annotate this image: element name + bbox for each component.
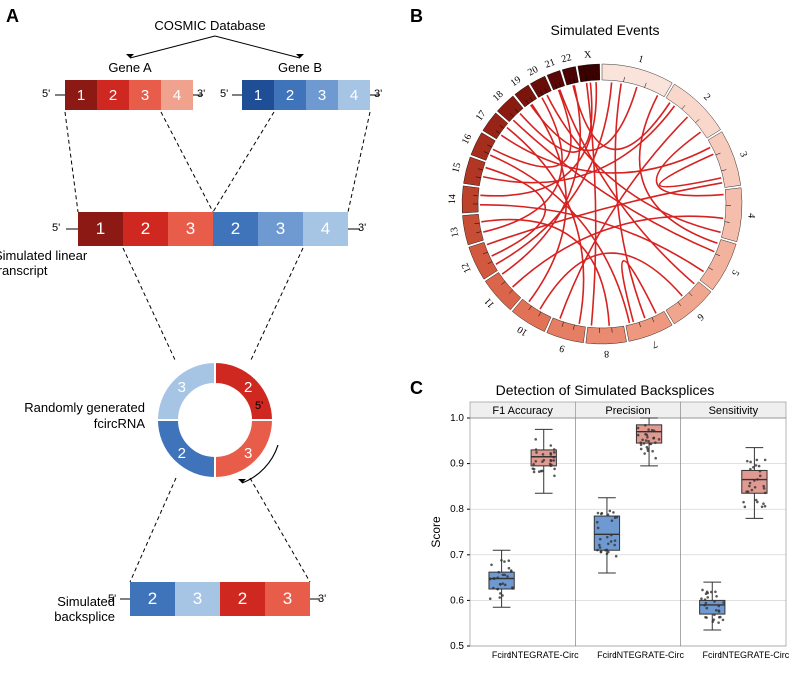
panel-b-label: B (410, 6, 423, 27)
svg-text:0.9: 0.9 (450, 459, 464, 470)
svg-text:19: 19 (509, 74, 524, 89)
svg-text:Score: Score (429, 516, 443, 548)
svg-text:Precision: Precision (605, 405, 650, 417)
svg-text:5: 5 (729, 268, 741, 277)
svg-text:10: 10 (515, 323, 529, 338)
svg-text:20: 20 (526, 64, 540, 78)
svg-text:0.7: 0.7 (450, 550, 464, 561)
svg-text:2: 2 (701, 92, 712, 103)
panel-c-label: C (410, 378, 423, 399)
svg-text:6: 6 (695, 311, 706, 323)
svg-text:0.5: 0.5 (450, 641, 464, 652)
svg-text:22: 22 (560, 52, 572, 65)
circos-title: Simulated Events (430, 22, 780, 38)
svg-text:8: 8 (604, 348, 609, 359)
boxplot-title: Detection of Simulated Backsplices (430, 382, 780, 398)
svg-text:21: 21 (544, 57, 557, 71)
svg-text:7: 7 (650, 338, 659, 350)
svg-text:18: 18 (491, 89, 506, 104)
svg-text:INTEGRATE-Circ: INTEGRATE-Circ (509, 650, 579, 660)
svg-text:12: 12 (460, 261, 474, 275)
svg-text:11: 11 (482, 295, 497, 310)
svg-text:14: 14 (447, 194, 458, 204)
backsplice-ticks (0, 0, 420, 640)
svg-text:16: 16 (460, 132, 474, 146)
circos-plot: 12345678910111213141516171819202122X (432, 42, 772, 362)
svg-text:0.8: 0.8 (450, 504, 464, 515)
svg-text:13: 13 (449, 226, 462, 238)
svg-text:1: 1 (637, 54, 645, 66)
svg-text:INTEGRATE-Circ: INTEGRATE-Circ (614, 650, 684, 660)
svg-text:15: 15 (450, 162, 463, 174)
boxplot: Score0.50.60.70.80.91.0F1 AccuracyFcircI… (428, 400, 790, 680)
svg-text:Sensitivity: Sensitivity (709, 405, 759, 417)
svg-text:4: 4 (745, 213, 756, 219)
svg-text:3: 3 (737, 150, 749, 158)
svg-text:X: X (584, 49, 593, 61)
svg-text:17: 17 (474, 109, 489, 124)
svg-text:INTEGRATE-Circ: INTEGRATE-Circ (719, 650, 789, 660)
svg-text:9: 9 (558, 342, 566, 354)
svg-text:0.6: 0.6 (450, 595, 464, 606)
svg-text:1.0: 1.0 (450, 413, 464, 424)
svg-text:F1 Accuracy: F1 Accuracy (492, 405, 553, 417)
